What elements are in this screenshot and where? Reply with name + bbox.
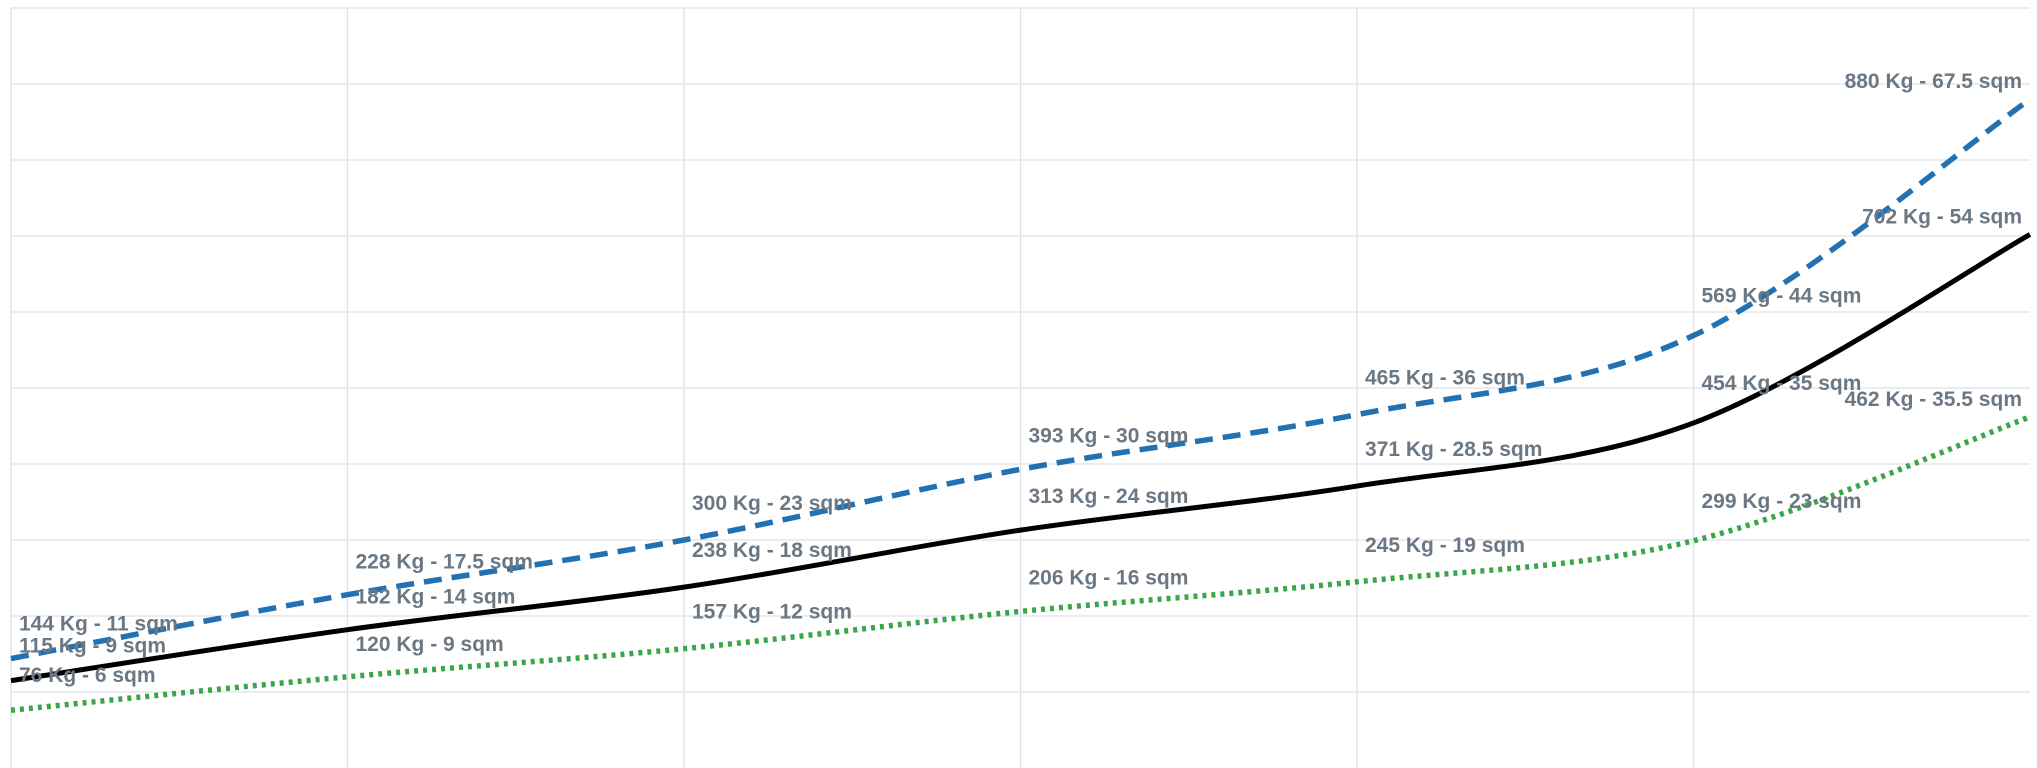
data-label: 880 Kg - 67.5 sqm (1845, 70, 2022, 93)
data-label: 245 Kg - 19 sqm (1365, 534, 1525, 557)
data-label: 465 Kg - 36 sqm (1365, 367, 1525, 390)
data-label: 76 Kg - 6 sqm (19, 664, 156, 687)
data-label: 115 Kg - 9 sqm (19, 635, 166, 658)
data-label: 454 Kg - 35 sqm (1702, 372, 1862, 395)
data-label: 299 Kg - 23 sqm (1702, 490, 1862, 513)
data-label: 182 Kg - 14 sqm (356, 586, 516, 609)
data-label: 144 Kg - 11 sqm (19, 613, 178, 636)
data-label: 702 Kg - 54 sqm (1862, 205, 2022, 228)
data-label: 238 Kg - 18 sqm (692, 539, 852, 562)
data-label: 313 Kg - 24 sqm (1029, 485, 1189, 508)
data-label: 393 Kg - 30 sqm (1029, 424, 1189, 447)
data-label: 228 Kg - 17.5 sqm (356, 551, 533, 574)
series-line-2 (10, 232, 2032, 684)
data-label: 462 Kg - 35.5 sqm (1845, 388, 2022, 411)
data-label: 371 Kg - 28.5 sqm (1365, 438, 1542, 461)
data-label: 120 Kg - 9 sqm (356, 633, 504, 656)
data-label: 569 Kg - 44 sqm (1702, 285, 1862, 308)
series-curves (10, 96, 2032, 713)
data-labels: 144 Kg - 11 sqm 228 Kg - 17.5 sqm 300 Kg -… (19, 70, 2022, 687)
data-label: 300 Kg - 23 sqm (692, 492, 852, 515)
data-label: 206 Kg - 16 sqm (1029, 566, 1189, 589)
series-line-1 (10, 96, 2032, 662)
chart-grid (10, 7, 2030, 768)
data-label: 157 Kg - 12 sqm (692, 601, 852, 624)
